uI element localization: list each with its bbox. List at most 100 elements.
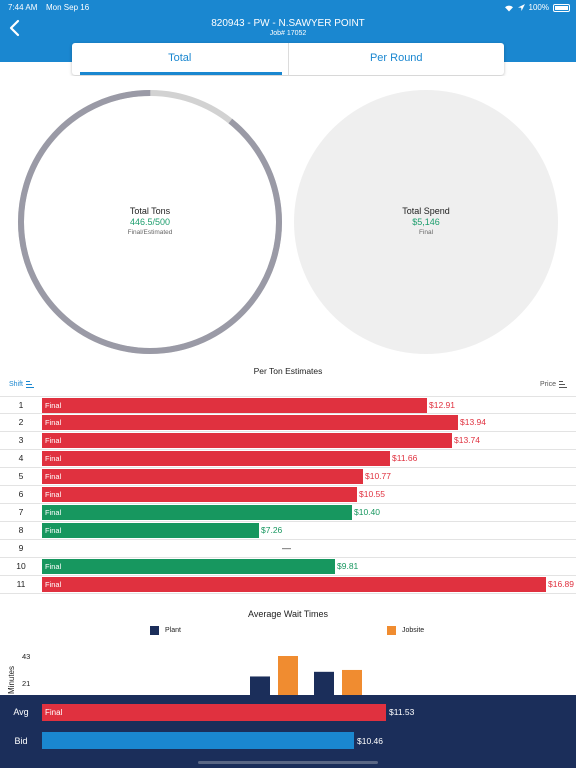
y-axis-label: Minutes — [7, 666, 16, 694]
row-price: $10.77 — [365, 471, 391, 481]
gauges-canvas — [18, 90, 558, 354]
table-row[interactable]: 9— — [0, 540, 576, 558]
wait-bar-plant — [250, 676, 270, 696]
row-bar: Final — [42, 505, 352, 520]
tons-ring-progress — [18, 90, 282, 354]
row-shift: 8 — [18, 525, 24, 535]
status-time: 7:44 AM — [8, 3, 38, 12]
y-tick-label: 43 — [22, 652, 30, 661]
shift-sort-label: Shift — [9, 381, 24, 388]
wait-times-section: Average Wait Times Plant Jobsite Minutes… — [0, 600, 576, 696]
avg-price: $11.53 — [389, 707, 415, 717]
row-shift: 4 — [18, 453, 24, 463]
price-sort-label: Price — [540, 381, 556, 388]
row-bar: Final — [42, 577, 546, 592]
shift-sort-button[interactable]: Shift — [9, 381, 35, 388]
spend-gauge-text: Total Spend $5,146 Final — [346, 206, 506, 236]
sort-icon — [559, 381, 567, 388]
row-bar: Final — [42, 487, 357, 502]
row-shift: 7 — [18, 507, 24, 517]
estimates-rows: 1 Final $12.91 2 Final $13.94 3 Final $13.74 4… — [0, 396, 576, 594]
row-shift: 10 — [16, 561, 26, 571]
row-price: $13.94 — [460, 417, 486, 427]
sort-icon — [26, 381, 35, 388]
status-right: 100% — [504, 3, 570, 12]
location-icon — [517, 3, 525, 11]
row-shift: 5 — [18, 471, 24, 481]
table-row[interactable]: 1 Final $12.91 — [0, 396, 576, 414]
row-empty-dash: — — [282, 543, 291, 553]
summary-panel: Avg Final $11.53 Bid $10.46 — [0, 695, 576, 768]
wait-title: Average Wait Times — [247, 609, 329, 619]
back-chevron-icon[interactable] — [7, 19, 23, 37]
row-shift: 1 — [18, 400, 24, 410]
wifi-icon — [504, 5, 513, 11]
row-bar: Final — [42, 398, 427, 413]
row-price: $13.74 — [454, 435, 480, 445]
wait-bar-plant — [314, 671, 334, 696]
table-row[interactable]: 5 Final $10.77 — [0, 468, 576, 486]
row-price: $16.89 — [548, 579, 574, 589]
legend-label: Jobsite — [402, 627, 425, 634]
row-shift: 2 — [18, 417, 24, 427]
tab-per-round[interactable]: Per Round — [287, 43, 505, 75]
wait-bar-jobsite — [278, 656, 298, 696]
row-price: $9.81 — [337, 561, 359, 571]
bid-price: $10.46 — [357, 736, 383, 746]
row-bar: Final — [42, 523, 259, 538]
row-price: $12.91 — [429, 400, 455, 410]
bid-label: Bid — [14, 736, 28, 746]
nav-subtitle: Job# 17052 — [269, 30, 307, 37]
legend-label: Plant — [165, 627, 181, 634]
tons-value: 446.5/500 — [129, 217, 171, 227]
avg-bar: Final — [42, 704, 386, 721]
table-row[interactable]: 8 Final $7.26 — [0, 522, 576, 540]
spend-value: $5,146 — [412, 217, 440, 227]
row-price: $10.55 — [359, 489, 385, 499]
row-price: $10.40 — [354, 507, 380, 517]
status-bar: 7:44 AM Mon Sep 16 100% — [6, 3, 570, 15]
row-bar: Final — [42, 433, 452, 448]
spend-title: Total Spend — [402, 206, 450, 216]
legend-swatch — [387, 626, 396, 635]
table-row[interactable]: 2 Final $13.94 — [0, 414, 576, 432]
row-shift: 9 — [18, 543, 24, 553]
row-bar: Final — [42, 415, 458, 430]
gauges-section: Total Tons 446.5/500 Final/Estimated Tot… — [0, 76, 576, 360]
battery-percent: 100% — [528, 3, 549, 12]
segmented-control: Total Per Round — [72, 43, 504, 75]
tons-subtitle: Final/Estimated — [127, 229, 173, 236]
legend-swatch — [150, 626, 159, 635]
row-bar: Final — [42, 451, 390, 466]
legend-item-jobsite: Jobsite — [387, 626, 424, 635]
tab-total[interactable]: Total — [72, 43, 288, 75]
table-row[interactable]: 4 Final $11.66 — [0, 450, 576, 468]
y-tick-label: 21 — [22, 679, 30, 688]
table-row[interactable]: 7 Final $10.40 — [0, 504, 576, 522]
legend-item-plant: Plant — [150, 626, 181, 635]
table-row[interactable]: 3 Final $13.74 — [0, 432, 576, 450]
row-price: $7.26 — [261, 525, 283, 535]
table-row[interactable]: 6 Final $10.55 — [0, 486, 576, 504]
wait-bar-jobsite — [342, 669, 362, 696]
wait-chart: Minutes 43 21 — [7, 652, 362, 696]
row-price: $11.66 — [392, 453, 418, 463]
tons-title: Total Tons — [129, 206, 171, 216]
table-row[interactable]: 11 Final $16.89 — [0, 576, 576, 594]
tons-gauge-text: Total Tons 446.5/500 Final/Estimated — [70, 206, 230, 236]
spend-subtitle: Final — [418, 229, 434, 236]
spend-circle — [294, 90, 558, 354]
table-row[interactable]: 10 Final $9.81 — [0, 558, 576, 576]
status-date: Mon Sep 16 — [46, 3, 90, 12]
price-sort-button[interactable]: Price — [540, 381, 567, 388]
row-bar: Final — [42, 469, 363, 484]
row-bar: Final — [42, 559, 335, 574]
home-indicator — [198, 761, 378, 764]
battery-icon — [553, 3, 570, 12]
row-shift: 3 — [18, 435, 24, 445]
estimates-title: Per Ton Estimates — [253, 366, 323, 376]
bid-bar — [42, 732, 354, 749]
nav-title: 820943 - PW - N.SAWYER POINT — [211, 18, 365, 29]
row-shift: 6 — [18, 489, 24, 499]
row-shift: 11 — [16, 579, 26, 589]
